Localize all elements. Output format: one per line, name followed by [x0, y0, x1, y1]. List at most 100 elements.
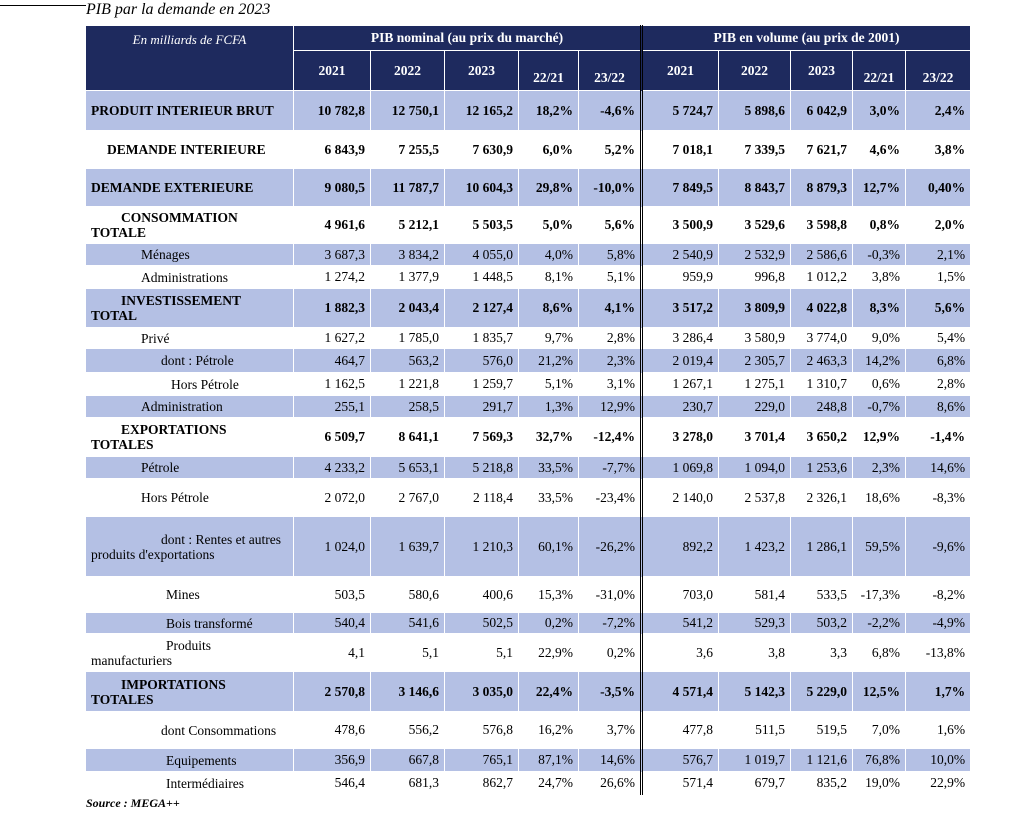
- table-row: Pétrole 4 233,2 5 653,1 5 218,8 33,5% -7,7% 1 …: [85, 456, 972, 479]
- table-row: Privé 1 627,2 1 785,0 1 835,7 9,7% 2,8% 3 286,…: [85, 327, 972, 349]
- cell: -9,6%: [905, 516, 972, 577]
- column-header: 2023: [790, 50, 854, 91]
- cell: 1 267,1: [640, 372, 720, 396]
- cell: 5,6%: [905, 288, 972, 328]
- cell: 76,8%: [852, 748, 907, 772]
- cell: 4 055,0: [444, 243, 519, 266]
- cell: 60,1%: [518, 516, 579, 577]
- cell: 2 072,0: [293, 478, 371, 517]
- cell: 59,5%: [852, 516, 907, 577]
- cell: 5,6%: [577, 206, 643, 244]
- row-label: CONSOMMATION TOTALE: [85, 206, 294, 244]
- cell: 22,9%: [518, 633, 579, 672]
- cell: 0,40%: [905, 168, 972, 207]
- row-label: Ménages: [85, 243, 294, 266]
- cell: 2,3%: [577, 348, 643, 373]
- table-row: Intermédiaires 546,4 681,3 862,7 24,7% 26,6% 5…: [85, 771, 972, 795]
- cell: 19,0%: [852, 771, 907, 795]
- cell: 7 255,5: [370, 130, 445, 169]
- cell: 5 503,5: [444, 206, 519, 244]
- cell: 3 580,9: [718, 327, 792, 349]
- row-label: Intermédiaires: [85, 771, 294, 795]
- cell: 3,8: [718, 633, 792, 672]
- cell: 5,4%: [905, 327, 972, 349]
- row-label: Administration: [85, 395, 294, 418]
- cell: 2,0%: [905, 206, 972, 244]
- cell: 7 621,7: [790, 130, 854, 169]
- cell: -26,2%: [577, 516, 643, 577]
- row-label: dont : Rentes et autres produits d'expor…: [85, 516, 294, 577]
- cell: 255,1: [293, 395, 371, 418]
- cell: 10 604,3: [444, 168, 519, 207]
- cell: 14,6%: [905, 456, 972, 479]
- column-header: 2021: [293, 50, 371, 91]
- cell: 2 305,7: [718, 348, 792, 373]
- row-label: Pétrole: [85, 456, 294, 479]
- row-label: Administrations: [85, 265, 294, 289]
- cell: 87,1%: [518, 748, 579, 772]
- cell: -31,0%: [577, 576, 643, 613]
- cell: 3,1%: [577, 372, 643, 396]
- cell: 21,2%: [518, 348, 579, 373]
- cell: -13,8%: [905, 633, 972, 672]
- cell: 0,8%: [852, 206, 907, 244]
- cell: 33,5%: [518, 478, 579, 517]
- cell: 14,6%: [577, 748, 643, 772]
- cell: 503,5: [293, 576, 371, 613]
- table-row: Hors Pétrole 1 162,5 1 221,8 1 259,7 5,1% 3,1…: [85, 372, 972, 396]
- table-row: Bois transformé 540,4 541,6 502,5 0,2% -7,2% 5…: [85, 612, 972, 634]
- table-row: IMPORTATIONS TOTALES 2 570,8 3 146,6 3 035,…: [85, 671, 972, 712]
- cell: 2 118,4: [444, 478, 519, 517]
- cell: 556,2: [370, 711, 445, 749]
- cell: 2 140,0: [640, 478, 720, 517]
- table-row: Produits manufacturiers 4,1 5,1 5,1 22,9% 0,2…: [85, 633, 972, 672]
- cell: 2 019,4: [640, 348, 720, 373]
- cell: 1 253,6: [790, 456, 854, 479]
- cell: 1 221,8: [370, 372, 445, 396]
- cell: 1 162,5: [293, 372, 371, 396]
- cell: 3 834,2: [370, 243, 445, 266]
- cell: 5,8%: [577, 243, 643, 266]
- cell: 3 286,4: [640, 327, 720, 349]
- cell: 2 570,8: [293, 671, 371, 712]
- table-row: Mines 503,5 580,6 400,6 15,3% -31,0% 703,0 581,…: [85, 576, 972, 613]
- cell: 1,5%: [905, 265, 972, 289]
- cell: 230,7: [640, 395, 720, 418]
- cell: 32,7%: [518, 417, 579, 457]
- column-header: 2023: [444, 50, 519, 91]
- cell: 5,1: [444, 633, 519, 672]
- corner-header: En milliards de FCFA: [85, 25, 294, 91]
- cell: 996,8: [718, 265, 792, 289]
- row-label: dont Consommations: [85, 711, 294, 749]
- cell: -10,0%: [577, 168, 643, 207]
- cell: 4 022,8: [790, 288, 854, 328]
- cell: 9,7%: [518, 327, 579, 349]
- cell: 24,7%: [518, 771, 579, 795]
- cell: 3,0%: [852, 90, 907, 131]
- cell: 16,2%: [518, 711, 579, 749]
- group-header: PIB nominal (au prix du marché): [292, 25, 643, 51]
- cell: 12 165,2: [444, 90, 519, 131]
- cell: 7 849,5: [640, 168, 720, 207]
- cell: 5 142,3: [718, 671, 792, 712]
- cell: 4 233,2: [293, 456, 371, 479]
- cell: 5,2%: [577, 130, 643, 169]
- cell: 519,5: [790, 711, 854, 749]
- row-label: Mines: [85, 576, 294, 613]
- cell: -0,3%: [852, 243, 907, 266]
- cell: 533,5: [790, 576, 854, 613]
- row-label: Equipements: [85, 748, 294, 772]
- cell: 2 537,8: [718, 478, 792, 517]
- cell: 9 080,5: [293, 168, 371, 207]
- cell: 765,1: [444, 748, 519, 772]
- cell: 12 750,1: [370, 90, 445, 131]
- cell: 1 639,7: [370, 516, 445, 577]
- cell: -1,4%: [905, 417, 972, 457]
- column-header: 2021: [640, 50, 720, 91]
- cell: 3 278,0: [640, 417, 720, 457]
- column-header: 23/22: [577, 50, 643, 91]
- cell: 546,4: [293, 771, 371, 795]
- cell: 1,7%: [905, 671, 972, 712]
- cell: 703,0: [640, 576, 720, 613]
